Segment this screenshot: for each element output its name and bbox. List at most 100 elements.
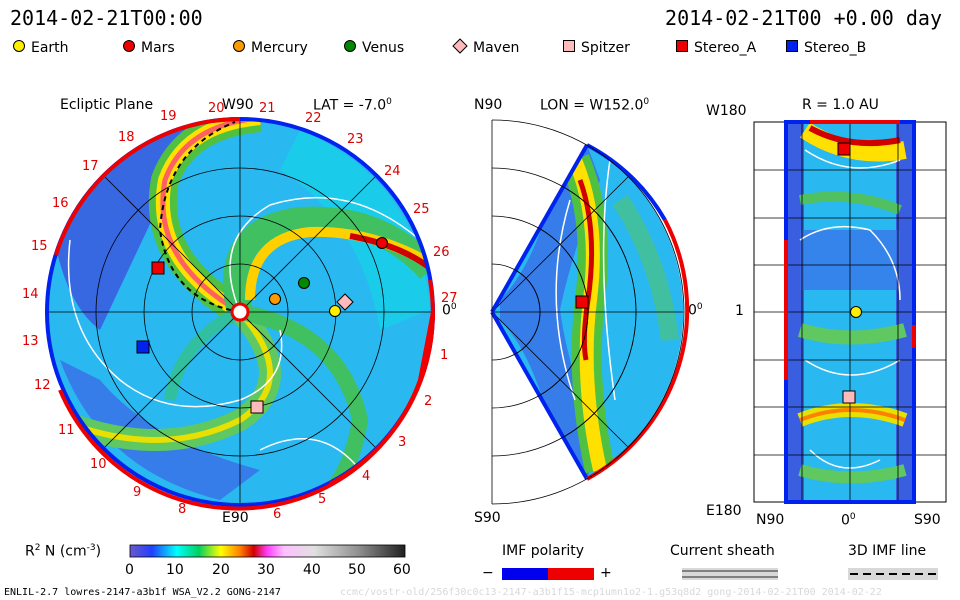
legend-label: Stereo_B [804, 40, 867, 56]
radial-bottom-left-label: E180 [706, 503, 742, 519]
carrington-3: 3 [398, 435, 406, 450]
carrington-18: 18 [118, 130, 135, 145]
legend-label: Stereo_A [694, 40, 757, 56]
meridional-stereo-a-marker [575, 295, 589, 309]
colorbar-label: R2 N (cm-3) [25, 543, 102, 560]
carrington-2: 2 [424, 394, 432, 409]
carrington-23: 23 [347, 132, 364, 147]
spitzer-marker [250, 400, 264, 414]
mercury-marker [269, 293, 281, 305]
venus-marker-icon [343, 39, 357, 57]
carrington-26: 26 [433, 245, 450, 260]
imf-negative-bar [502, 568, 548, 580]
legend-earth: Earth [12, 38, 69, 58]
imf-plus-label: + [600, 565, 612, 581]
legend-maven: Maven [452, 38, 519, 58]
stereo-b-marker-icon [785, 39, 799, 57]
maven-marker-icon [452, 38, 468, 58]
radial-stereo-a-marker [837, 142, 851, 156]
spitzer-marker-icon [562, 39, 576, 57]
carrington-11: 11 [58, 423, 75, 438]
earth-marker-icon [12, 39, 26, 57]
ecliptic-bottom-label: E90 [222, 510, 249, 526]
stereo-a-marker-icon [675, 39, 689, 57]
carrington-25: 25 [413, 202, 430, 217]
carrington-15: 15 [31, 239, 48, 254]
legend-venus: Venus [343, 38, 404, 58]
imf-polarity-title: IMF polarity [502, 543, 585, 559]
carrington-13: 13 [22, 334, 39, 349]
legend-mars: Mars [122, 38, 175, 58]
carrington-6: 6 [273, 507, 281, 522]
imf-line-title: 3D IMF line [848, 543, 927, 559]
carrington-17: 17 [82, 159, 99, 174]
density-colorbar [129, 544, 406, 558]
sun-icon [230, 302, 250, 322]
imf-positive-bar [548, 568, 594, 580]
ecliptic-lat-label: LAT = -7.00 [313, 97, 392, 114]
legend-stereo-b: Stereo_B [785, 38, 866, 58]
carrington-16: 16 [52, 196, 69, 211]
time-offset-label: 2014-02-21T00 +0.00 day [665, 6, 942, 30]
current-sheath-title: Current sheath [670, 543, 775, 559]
colorbar-tick: 50 [348, 562, 366, 578]
meridional-top-label: N90 [474, 97, 503, 113]
colorbar-tick: 40 [303, 562, 321, 578]
legend-label: Earth [31, 40, 69, 56]
carrington-labels: 1 2 3 4 5 6 8 9 10 11 12 13 14 15 16 17 … [22, 101, 458, 522]
mercury-marker-icon [232, 39, 246, 57]
carrington-14: 14 [22, 287, 39, 302]
ecliptic-title: Ecliptic Plane [60, 97, 154, 113]
legend-label: Mercury [251, 40, 308, 56]
carrington-5: 5 [318, 492, 326, 507]
legend-label: Spitzer [581, 40, 630, 56]
meridional-bottom-label: S90 [474, 510, 501, 526]
model-info-footer: ENLIL-2.7 lowres-2147-a3b1f WSA_V2.2 GON… [4, 587, 281, 598]
legend-label: Venus [362, 40, 405, 56]
stereo-a-marker [151, 261, 165, 275]
radial-mid-left-label: 1 [735, 303, 744, 319]
legend-spitzer: Spitzer [562, 38, 630, 58]
run-id-footer: ccmc/vostr-old/256f30c0c13-2147-a3b1f15-… [340, 587, 882, 598]
colorbar-tick: 0 [125, 562, 134, 578]
carrington-12: 12 [34, 378, 51, 393]
carrington-22: 22 [305, 111, 322, 126]
carrington-9: 9 [133, 485, 141, 500]
carrington-4: 4 [362, 469, 370, 484]
meridional-right-label: 00 [688, 302, 703, 319]
stereo-b-marker [136, 340, 150, 354]
radial-earth-marker [850, 306, 862, 318]
carrington-20: 20 [208, 101, 225, 116]
radial-top-left-label: W180 [706, 103, 747, 119]
radial-title: R = 1.0 AU [802, 97, 879, 113]
legend-label: Maven [473, 40, 520, 56]
colorbar-tick: 10 [166, 562, 184, 578]
radial-bottom-axis-n90: N90 [756, 512, 785, 528]
meridional-lon-label: LON = W152.00 [540, 97, 650, 114]
carrington-19: 19 [160, 109, 177, 124]
ecliptic-right-label: 00 [442, 302, 457, 319]
radial-plot [753, 120, 947, 504]
radial-bottom-axis-0: 00 [841, 512, 856, 529]
imf-minus-label: − [482, 565, 494, 581]
carrington-8: 8 [178, 502, 186, 517]
carrington-10: 10 [90, 457, 107, 472]
carrington-21: 21 [259, 101, 276, 116]
colorbar-tick: 20 [212, 562, 230, 578]
colorbar-tick: 60 [393, 562, 411, 578]
earth-marker [329, 305, 341, 317]
legend-label: Mars [141, 40, 175, 56]
mars-marker-icon [122, 39, 136, 57]
radial-bottom-axis-s90: S90 [914, 512, 941, 528]
venus-marker [298, 277, 310, 289]
mars-marker [376, 237, 388, 249]
maven-marker [336, 293, 354, 311]
carrington-27: 27 [441, 291, 458, 306]
legend-stereo-a: Stereo_A [675, 38, 756, 58]
legend-mercury: Mercury [232, 38, 308, 58]
meridional-plot [490, 119, 690, 505]
datetime-label: 2014-02-21T00:00 [10, 6, 203, 30]
carrington-1: 1 [440, 348, 448, 363]
ecliptic-top-label: W90 [222, 97, 254, 113]
